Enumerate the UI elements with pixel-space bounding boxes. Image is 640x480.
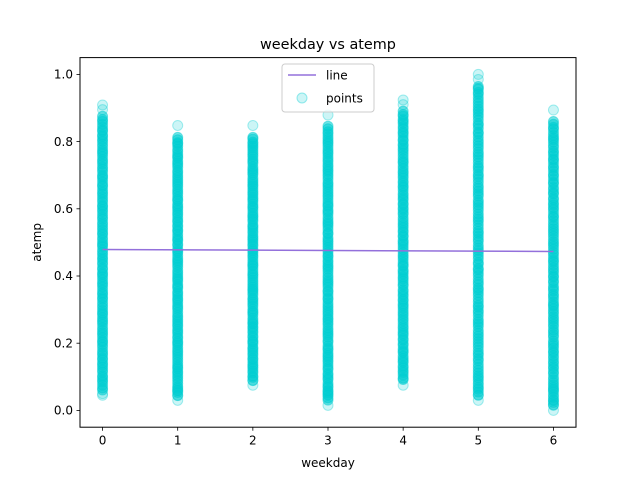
x-tick-label: 5: [474, 434, 482, 448]
line-layer: [102, 248, 554, 253]
y-tick-label: 0.6: [54, 202, 73, 216]
scatter-point: [172, 119, 184, 131]
scatter-point: [397, 94, 409, 106]
x-tick-label: 2: [249, 434, 257, 448]
legend-line-label: line: [326, 69, 348, 83]
scatter-point: [547, 404, 559, 416]
scatter-point: [547, 394, 559, 406]
x-tick-label: 1: [174, 434, 182, 448]
x-tick-label: 3: [324, 434, 332, 448]
x-axis-ticks: 0 1 2 3 4 5 6: [99, 427, 558, 448]
scatter-point: [247, 131, 259, 143]
scatter-point: [247, 374, 259, 386]
points-layer: [97, 68, 559, 416]
scatter-point: [172, 389, 184, 401]
scatter-point: [97, 99, 109, 111]
legend-box: [281, 63, 375, 113]
scatter-point: [472, 73, 484, 85]
scatter-point: [247, 379, 259, 391]
scatter-point: [247, 119, 259, 131]
scatter-point: [322, 384, 334, 396]
x-tick-label: 0: [99, 434, 107, 448]
y-axis-ticks: 0.0 0.2 0.4 0.6 0.8 1.0: [54, 68, 80, 418]
scatter-point: [547, 384, 559, 396]
scatter-point: [172, 384, 184, 396]
y-tick-label: 0.2: [54, 336, 73, 350]
scatter-point: [472, 389, 484, 401]
scatter-point: [397, 379, 409, 391]
scatter-point: [97, 389, 109, 401]
chart-title: weekday vs atemp: [260, 37, 396, 53]
scatter-point: [172, 394, 184, 406]
scatter-point: [97, 110, 109, 122]
scatter-point: [547, 115, 559, 127]
scatter-point: [322, 120, 334, 132]
scatter-point: [322, 389, 334, 401]
x-tick-label: 4: [399, 434, 407, 448]
scatter-point: [172, 131, 184, 143]
scatter-point: [97, 388, 109, 400]
scatter-point: [472, 84, 484, 96]
scatter-point: [547, 399, 559, 411]
scatter-point: [97, 104, 109, 116]
scatter-point: [472, 379, 484, 391]
scatter-point: [472, 81, 484, 93]
scatter-point: [472, 68, 484, 80]
series-line: [102, 248, 554, 253]
scatter-point: [472, 394, 484, 406]
legend-point-swatch: [296, 92, 308, 104]
legend: line points: [281, 63, 375, 113]
scatter-point: [322, 399, 334, 411]
scatter-point: [397, 99, 409, 111]
y-tick-label: 0.0: [54, 404, 73, 418]
legend-points-label: points: [326, 92, 363, 106]
y-tick-label: 1.0: [54, 68, 73, 82]
x-axis-label: weekday: [301, 456, 355, 470]
y-tick-label: 0.4: [54, 269, 73, 283]
x-tick-label: 6: [550, 434, 558, 448]
scatter-point: [547, 104, 559, 116]
y-axis-label: atemp: [30, 223, 44, 262]
y-tick-label: 0.8: [54, 135, 73, 149]
scatter-point: [397, 105, 409, 117]
